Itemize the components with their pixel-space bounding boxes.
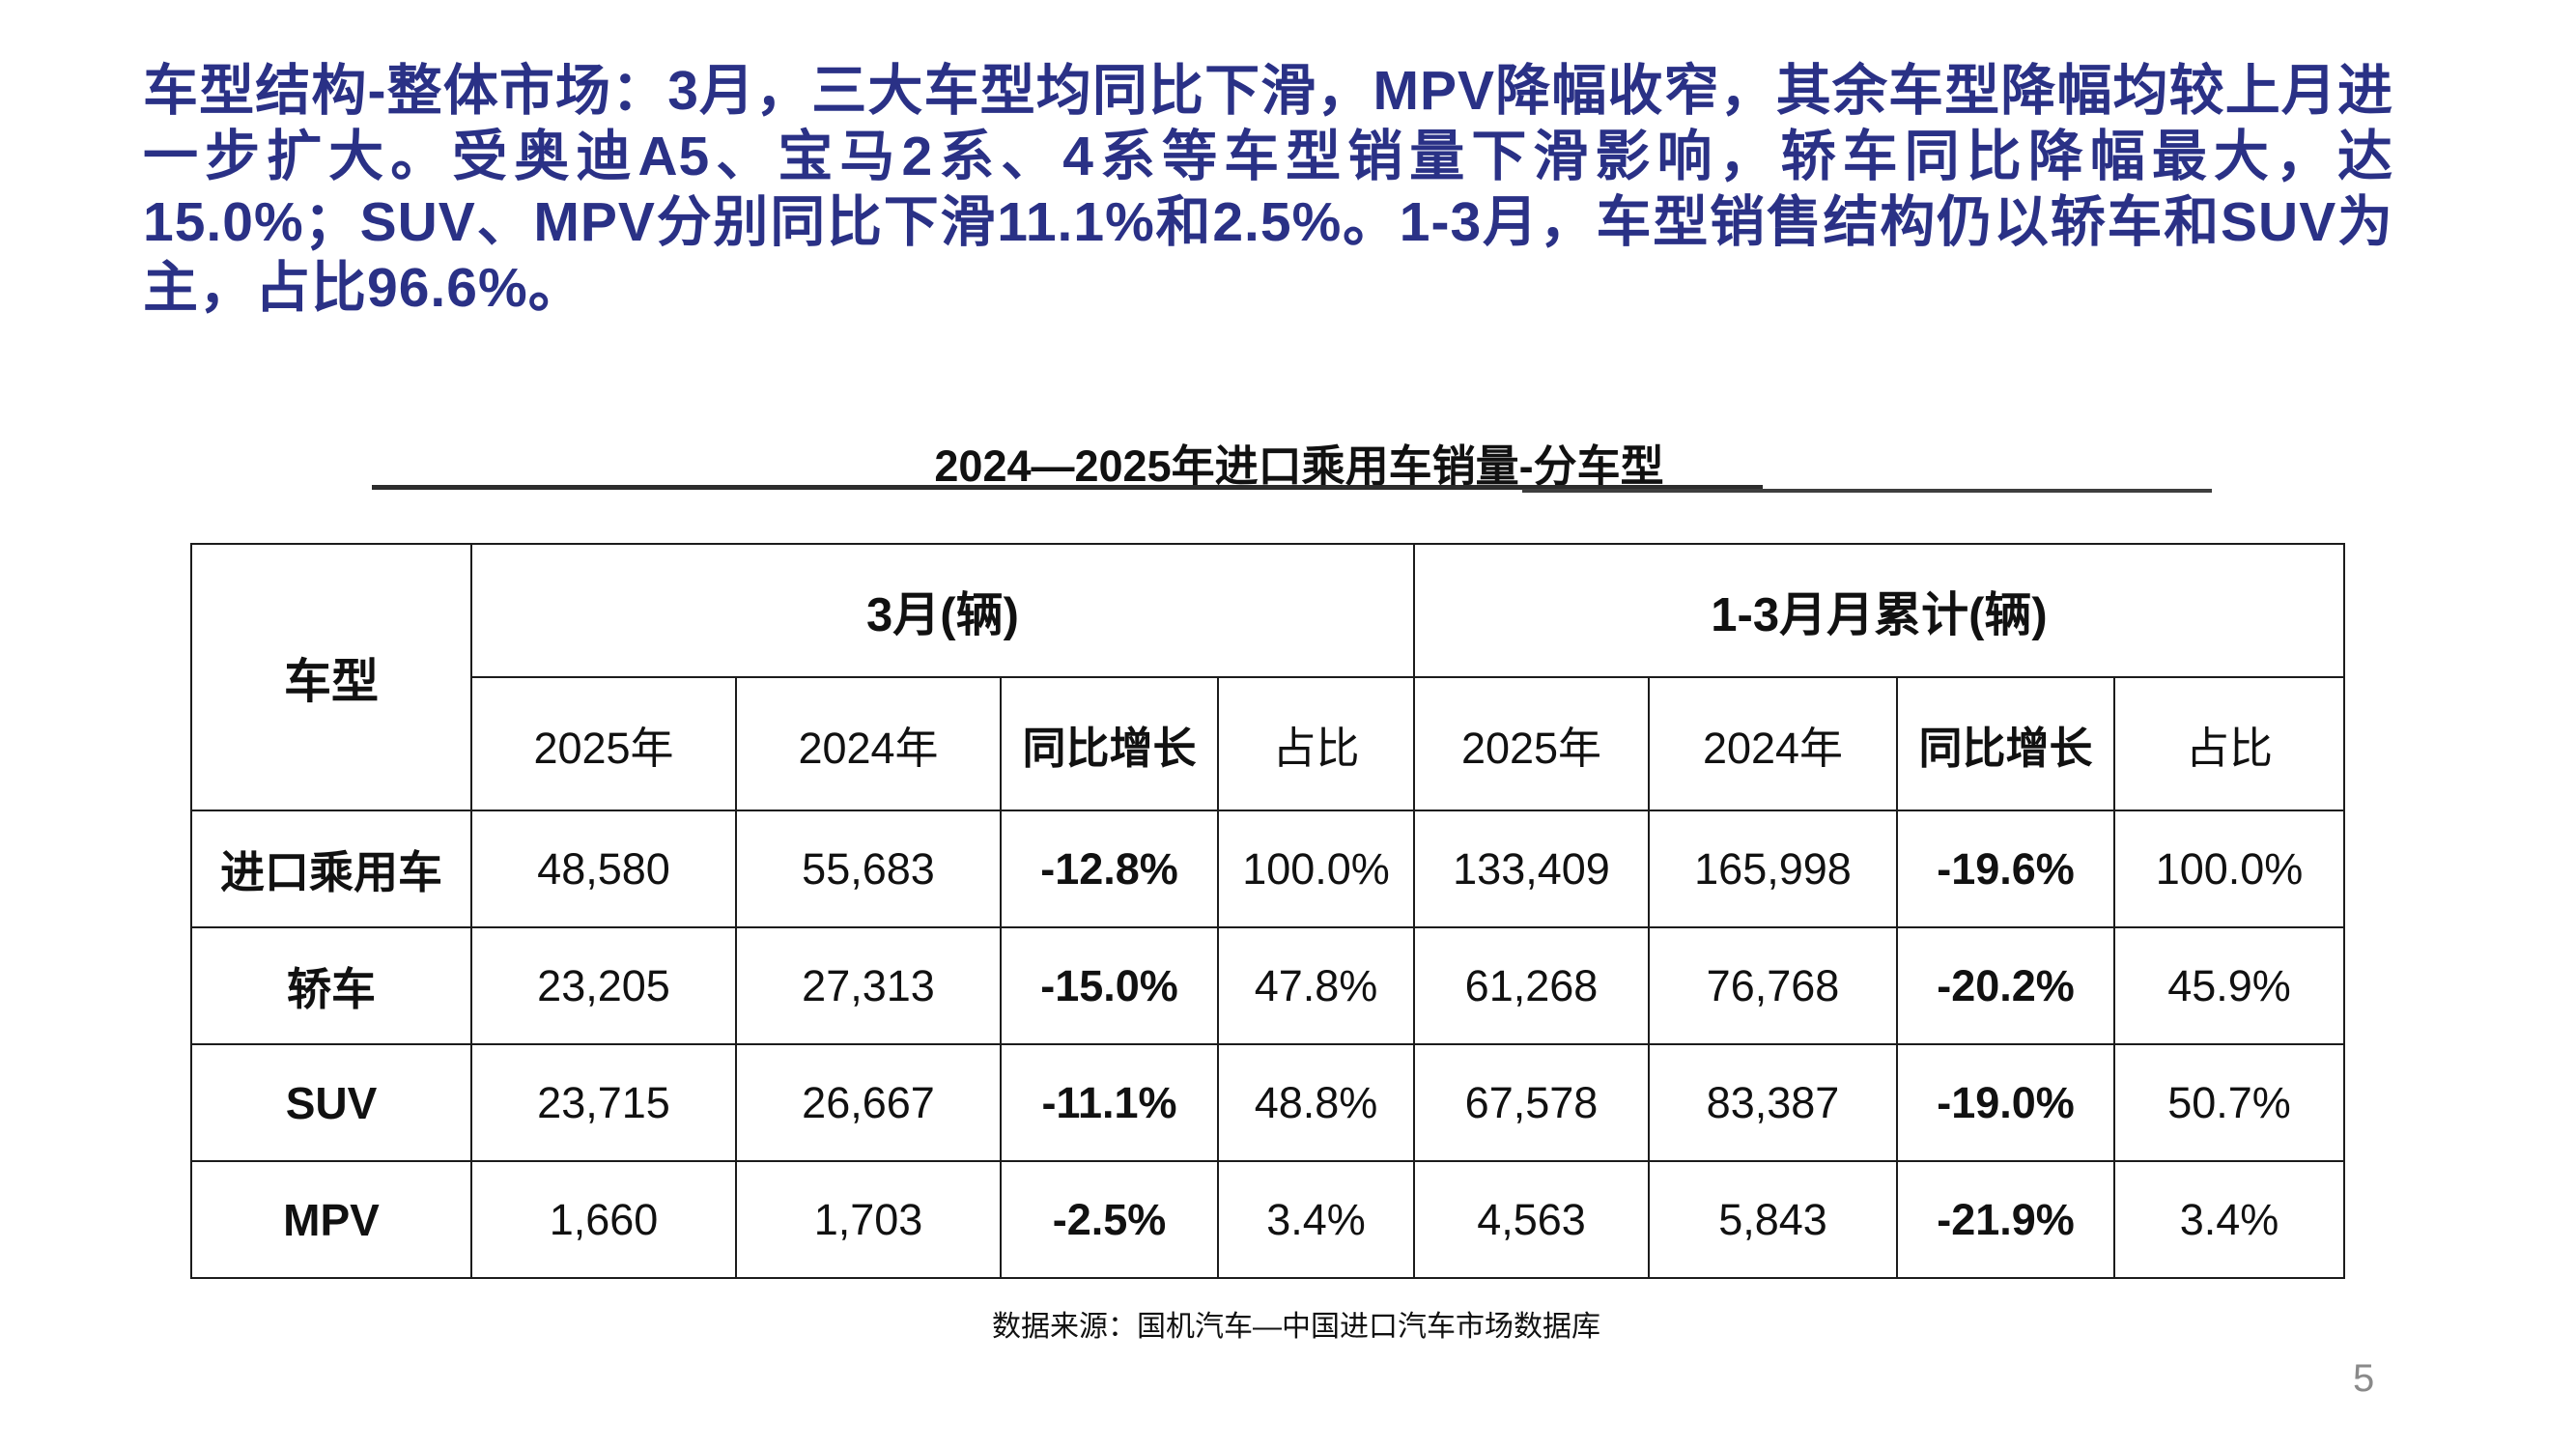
row-label: SUV bbox=[190, 1043, 472, 1162]
table-row-mpv: MPV 1,660 1,703 -2.5% 3.4% 4,563 5,843 -… bbox=[190, 1160, 2345, 1279]
table-cell: 27,313 bbox=[735, 926, 1002, 1045]
col-group-cumulative: 1-3月月累计(辆) bbox=[1413, 543, 2345, 678]
table-cell-yoy: -2.5% bbox=[1000, 1160, 1219, 1279]
table-cell-yoy: -20.2% bbox=[1896, 926, 2115, 1045]
table-cell: 3.4% bbox=[2113, 1160, 2345, 1279]
table-cell: 47.8% bbox=[1217, 926, 1415, 1045]
table-cell: 4,563 bbox=[1413, 1160, 1650, 1279]
table-cell: 50.7% bbox=[2113, 1043, 2345, 1162]
table-row-imported-total: 进口乘用车 48,580 55,683 -12.8% 100.0% 133,40… bbox=[190, 810, 2345, 928]
table-cell: 5,843 bbox=[1648, 1160, 1898, 1279]
col-header-march-share: 占比 bbox=[1217, 676, 1415, 811]
table-cell: 45.9% bbox=[2113, 926, 2345, 1045]
table-cell: 48,580 bbox=[470, 810, 737, 928]
title-rule-left bbox=[372, 485, 1763, 490]
table-cell-yoy: -19.6% bbox=[1896, 810, 2115, 928]
col-header-cum-2025: 2025年 bbox=[1413, 676, 1650, 811]
table-cell: 67,578 bbox=[1413, 1043, 1650, 1162]
col-header-cum-2024: 2024年 bbox=[1648, 676, 1898, 811]
table-cell: 76,768 bbox=[1648, 926, 1898, 1045]
table-cell: 48.8% bbox=[1217, 1043, 1415, 1162]
col-header-cum-share: 占比 bbox=[2113, 676, 2345, 811]
page-number: 5 bbox=[2353, 1357, 2375, 1400]
table-cell: 23,205 bbox=[470, 926, 737, 1045]
table-cell: 100.0% bbox=[2113, 810, 2345, 928]
sales-table: 车型 3月(辆) 1-3月月累计(辆) 2025年 2024年 同比增长 占比 … bbox=[190, 543, 2345, 1279]
title-rule-right bbox=[1522, 489, 2212, 493]
table-title: 2024—2025年进口乘用车销量-分车型 bbox=[934, 441, 1664, 491]
table-row-suv: SUV 23,715 26,667 -11.1% 48.8% 67,578 83… bbox=[190, 1043, 2345, 1162]
table-cell: 61,268 bbox=[1413, 926, 1650, 1045]
table-cell: 1,660 bbox=[470, 1160, 737, 1279]
table-cell: 100.0% bbox=[1217, 810, 1415, 928]
table-cell-yoy: -21.9% bbox=[1896, 1160, 2115, 1279]
col-header-category: 车型 bbox=[190, 543, 472, 811]
data-source-note: 数据来源：国机汽车—中国进口汽车市场数据库 bbox=[992, 1311, 1600, 1343]
table-cell: 3.4% bbox=[1217, 1160, 1415, 1279]
table-cell: 26,667 bbox=[735, 1043, 1002, 1162]
table-cell: 83,387 bbox=[1648, 1043, 1898, 1162]
table-cell: 55,683 bbox=[735, 810, 1002, 928]
row-label: MPV bbox=[190, 1160, 472, 1279]
table-cell: 133,409 bbox=[1413, 810, 1650, 928]
table-row-sedan: 轿车 23,205 27,313 -15.0% 47.8% 61,268 76,… bbox=[190, 926, 2345, 1045]
table-cell: 165,998 bbox=[1648, 810, 1898, 928]
row-label: 进口乘用车 bbox=[190, 810, 472, 928]
table-cell-yoy: -11.1% bbox=[1000, 1043, 1219, 1162]
slide-heading: 车型结构-整体市场：3月，三大车型均同比下滑，MPV降幅收窄，其余车型降幅均较上… bbox=[143, 60, 2393, 319]
table-cell-yoy: -19.0% bbox=[1896, 1043, 2115, 1162]
table-cell-yoy: -12.8% bbox=[1000, 810, 1219, 928]
col-header-march-2025: 2025年 bbox=[470, 676, 737, 811]
col-header-cum-yoy: 同比增长 bbox=[1896, 676, 2115, 811]
col-group-march: 3月(辆) bbox=[470, 543, 1415, 678]
table-cell: 1,703 bbox=[735, 1160, 1002, 1279]
col-header-march-yoy: 同比增长 bbox=[1000, 676, 1219, 811]
row-label: 轿车 bbox=[190, 926, 472, 1045]
table-cell-yoy: -15.0% bbox=[1000, 926, 1219, 1045]
col-header-march-2024: 2024年 bbox=[735, 676, 1002, 811]
table-cell: 23,715 bbox=[470, 1043, 737, 1162]
